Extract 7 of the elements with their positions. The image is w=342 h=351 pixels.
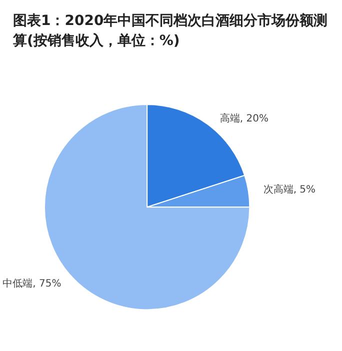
data-label: , 20%	[240, 114, 268, 125]
data-label: , 75%	[32, 278, 62, 290]
slice-label: 次高端	[263, 184, 294, 196]
data-label: , 5%	[293, 184, 316, 196]
chart-title: 图表1：2020年中国不同档次白酒细分市场份额测算(按销售收入，单位：%)	[12, 12, 328, 49]
slice-label: 中低端	[2, 277, 33, 290]
slice-label: 高端	[220, 112, 240, 125]
